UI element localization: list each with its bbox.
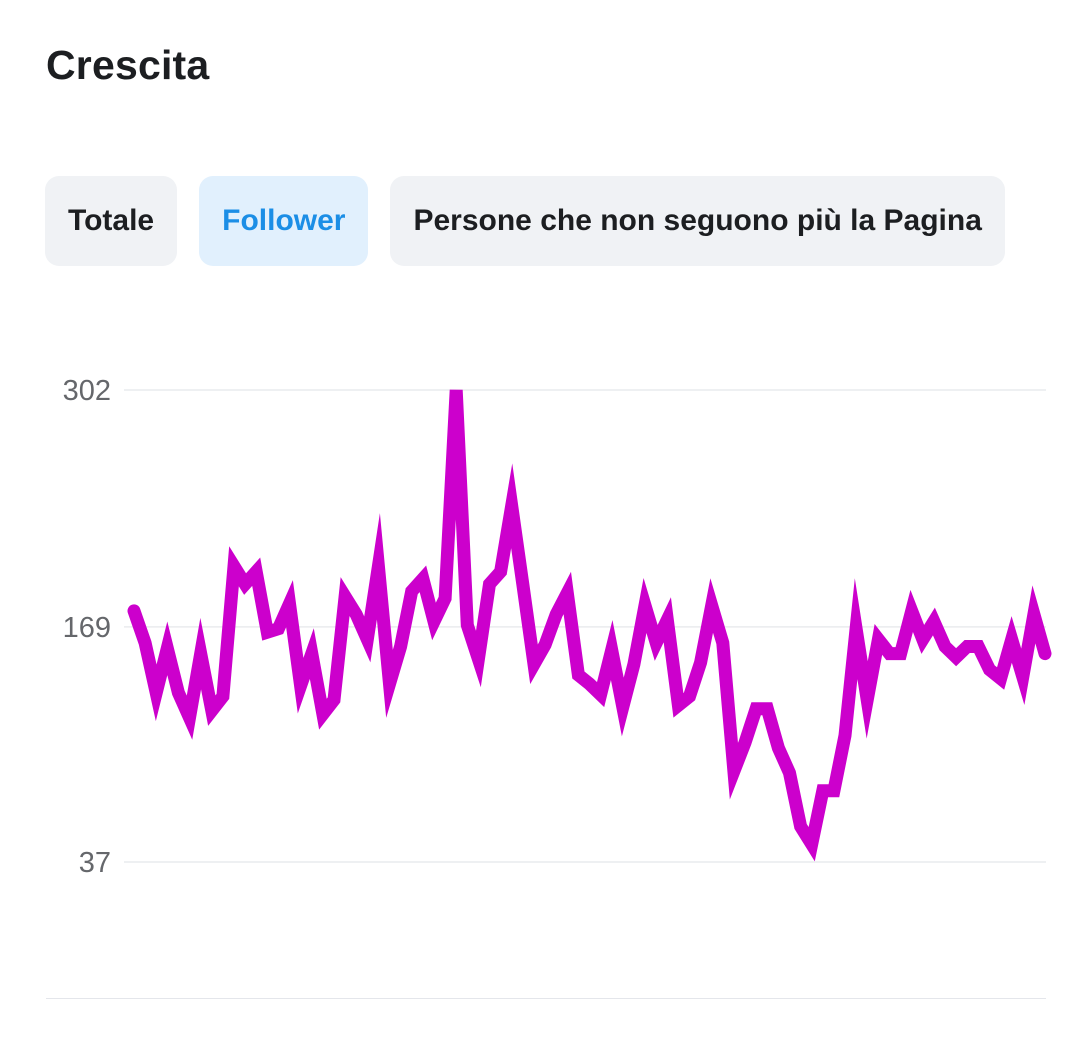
- y-tick-label: 302: [63, 375, 111, 407]
- tab-unfollowers[interactable]: Persone che non seguono più la Pagina: [390, 176, 1005, 266]
- y-tick-label: 37: [79, 847, 111, 879]
- tab-follower[interactable]: Follower: [199, 176, 369, 266]
- y-axis-ticks: 302 169 37: [63, 375, 111, 879]
- tab-bar: Totale Follower Persone che non seguono …: [45, 176, 1005, 266]
- y-tick-label: 169: [63, 612, 111, 644]
- tab-totale[interactable]: Totale: [45, 176, 178, 266]
- section-title: Crescita: [46, 42, 210, 88]
- bottom-divider: [46, 998, 1046, 999]
- series-line-follower: [127, 389, 1052, 862]
